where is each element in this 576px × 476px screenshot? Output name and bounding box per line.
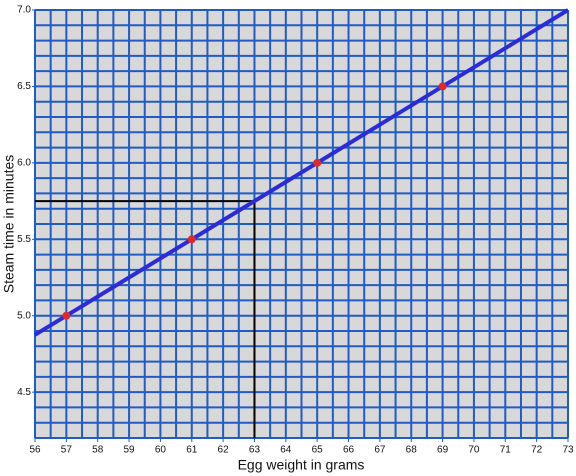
y-tick-label: 6.5 [17, 81, 31, 92]
x-tick-label: 71 [500, 445, 512, 456]
x-tick-label: 70 [468, 445, 480, 456]
x-tick-label: 59 [123, 445, 135, 456]
data-point [438, 82, 447, 91]
y-tick-label: 5.5 [17, 234, 31, 245]
x-tick-label: 62 [218, 445, 230, 456]
y-tick-label: 7.0 [17, 5, 31, 16]
x-tick-label: 69 [437, 445, 449, 456]
x-tick-label: 58 [92, 445, 104, 456]
y-tick-label: 6.0 [17, 157, 31, 168]
x-tick-label: 67 [374, 445, 386, 456]
x-tick-label: 68 [406, 445, 418, 456]
x-tick-label: 65 [312, 445, 324, 456]
x-tick-label: 57 [61, 445, 73, 456]
x-tick-label: 63 [249, 445, 261, 456]
x-tick-label: 60 [155, 445, 167, 456]
data-point [187, 235, 196, 244]
x-tick-label: 64 [280, 445, 292, 456]
x-axis-title: Egg weight in grams [238, 457, 365, 473]
data-point [313, 158, 322, 167]
x-tick-label: 61 [186, 445, 198, 456]
x-tick-label: 66 [343, 445, 355, 456]
fit-line [33, 8, 570, 337]
y-tick-label: 5.0 [17, 310, 31, 321]
x-tick-label: 73 [562, 445, 574, 456]
x-tick-label: 56 [29, 445, 41, 456]
x-tick-label: 72 [531, 445, 543, 456]
data-point [62, 311, 71, 320]
y-axis-title: Steam time in minutes [1, 155, 17, 294]
y-tick-label: 4.5 [17, 387, 31, 398]
